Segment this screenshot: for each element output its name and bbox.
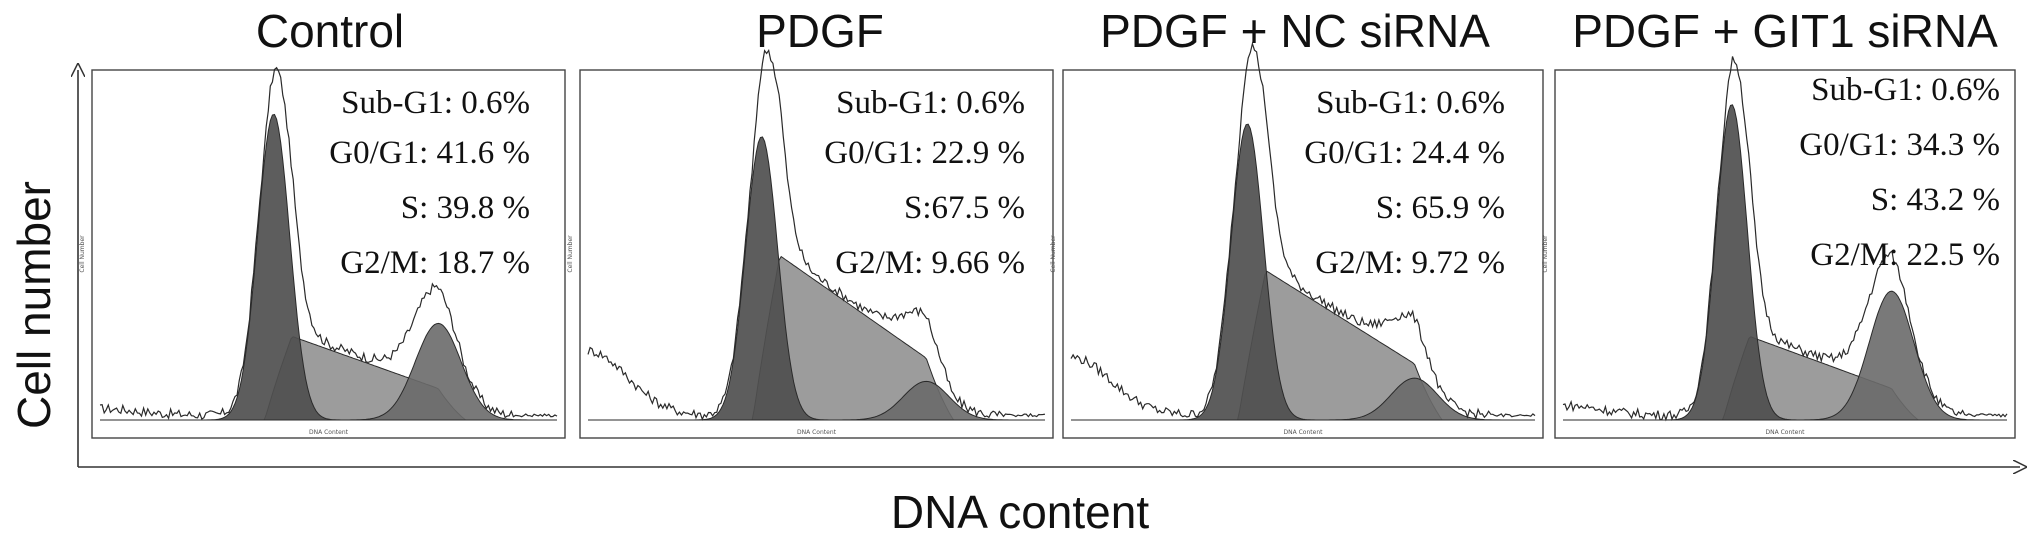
g0g1-peak [1071, 123, 1535, 421]
g0g1-peak [1563, 104, 2007, 421]
histogram-panels: Control DNA Content Cell Number Sub-G1: 0.6… [79, 5, 2016, 439]
raw-histogram-trace [1070, 41, 1536, 421]
x-axis-title: DNA content [891, 486, 1149, 538]
phase-stat: S: 39.8 % [401, 190, 530, 226]
panel-title: PDGF + GIT1 siRNA [1572, 5, 1998, 57]
phase-stat: Sub-G1: 0.6% [341, 85, 530, 121]
panel-title: PDGF + NC siRNA [1100, 5, 1490, 57]
raw-histogram-trace [1562, 56, 2008, 422]
inner-x-label: DNA Content [1766, 429, 1806, 436]
histogram-panel: Control DNA Content Cell Number Sub-G1: 0.6… [79, 5, 566, 439]
phase-stat: G2/M: 22.5 % [1810, 237, 2000, 273]
phase-stat: G0/G1: 22.9 % [824, 135, 1025, 171]
inner-x-label: DNA Content [797, 429, 837, 436]
inner-x-label: DNA Content [309, 429, 349, 436]
inner-y-label: Cell Number [1542, 235, 1549, 273]
histogram-panel: PDGF + NC siRNA DNA Content Cell Number Sub… [1050, 5, 1544, 439]
phase-stat: Sub-G1: 0.6% [836, 85, 1025, 121]
phase-stat: S: 43.2 % [1871, 182, 2000, 218]
phase-stat: G2/M: 9.72 % [1315, 245, 1505, 281]
phase-stat: G0/G1: 41.6 % [329, 135, 530, 171]
phase-stat: G0/G1: 34.3 % [1799, 127, 2000, 163]
inner-y-label: Cell Number [1050, 235, 1057, 273]
phase-stat: S: 65.9 % [1376, 190, 1505, 226]
g0g1-peak [100, 113, 557, 421]
raw-histogram-trace [587, 49, 1046, 421]
phase-stat: Sub-G1: 0.6% [1316, 85, 1505, 121]
phase-stat: Sub-G1: 0.6% [1811, 72, 2000, 108]
inner-y-label: Cell Number [79, 235, 86, 273]
phase-stat: G2/M: 9.66 % [835, 245, 1025, 281]
raw-histogram-trace [99, 66, 558, 420]
phase-stat: S:67.5 % [904, 190, 1025, 226]
panel-title: PDGF [756, 5, 884, 57]
inner-y-label: Cell Number [567, 235, 574, 273]
histogram-panel: PDGF DNA Content Cell Number Sub-G1: 0.6% G0… [567, 5, 1054, 439]
phase-stat: G0/G1: 24.4 % [1304, 135, 1505, 171]
panel-title: Control [256, 5, 404, 57]
histogram-panel: PDGF + GIT1 siRNA DNA Content Cell Number S… [1542, 5, 2016, 439]
inner-x-label: DNA Content [1284, 429, 1324, 436]
y-axis-title: Cell number [8, 181, 60, 429]
g0g1-peak [588, 136, 1045, 421]
phase-stat: G2/M: 18.7 % [340, 245, 530, 281]
